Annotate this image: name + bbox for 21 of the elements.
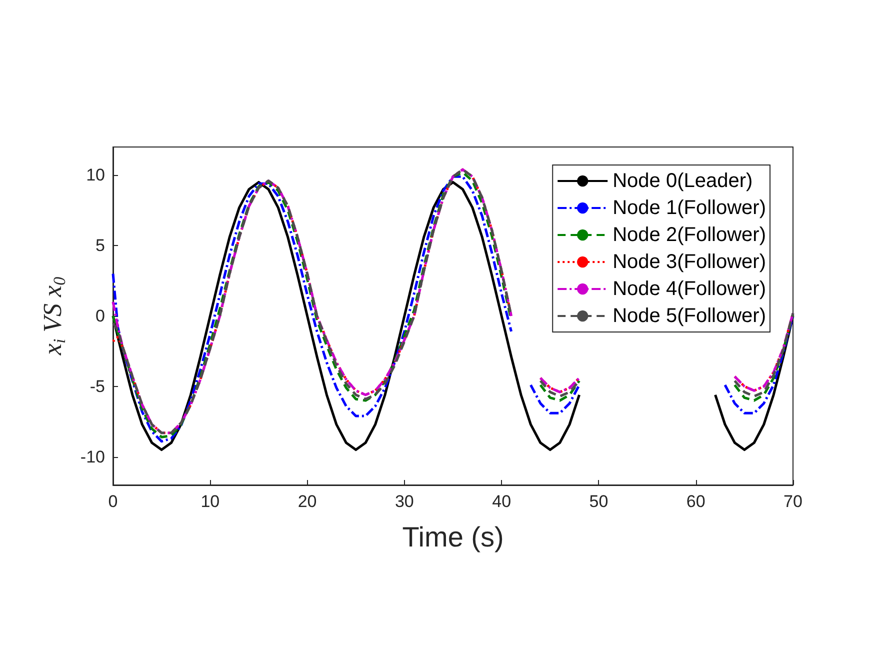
y-tick-label: 10 [86,166,105,185]
x-tick-label: 50 [589,492,608,511]
legend-label: Node 4(Follower) [612,278,766,300]
y-tick-label: -10 [80,447,105,466]
x-tick-label: 20 [298,492,317,511]
y-tick-label: 0 [96,306,105,326]
x-tick-label: 60 [686,492,706,511]
y-tick-label: 5 [96,236,105,256]
x-axis-title: Time (s) [402,522,504,552]
legend-label: Node 2(Follower) [612,224,766,246]
x-tick-label: 40 [492,492,512,511]
x-tick-label: 10 [200,492,220,511]
x-tick-label: 30 [394,492,414,511]
legend-label: Node 3(Follower) [612,251,766,273]
legend-label: Node 1(Follower) [612,197,766,219]
legend-label: Node 0(Leader) [612,170,753,192]
legend-label: Node 5(Follower) [612,305,766,327]
x-tick-label: 70 [784,492,802,511]
x-tick-label: 0 [108,492,118,511]
y-axis-title: xi VS x0 [38,276,69,356]
y-tick-label: -5 [90,376,105,396]
